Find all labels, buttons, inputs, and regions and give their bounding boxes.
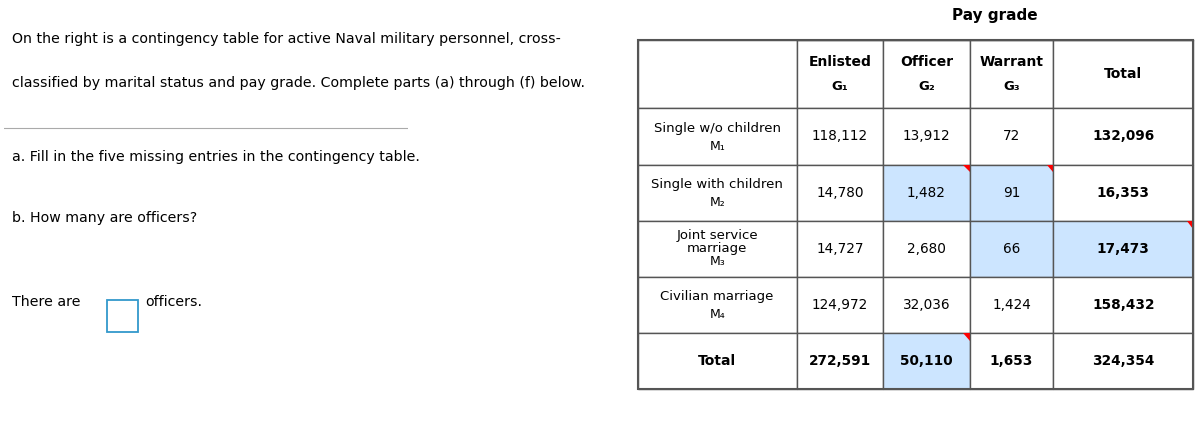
Bar [883, 108, 970, 164]
Text: Total: Total [1104, 68, 1142, 82]
Text: officers.: officers. [145, 295, 202, 309]
Bar [797, 164, 883, 221]
Text: G₁: G₁ [832, 80, 848, 93]
Text: 17,473: 17,473 [1097, 242, 1150, 256]
Text: 2,680: 2,680 [907, 242, 946, 256]
Bar [883, 40, 970, 108]
Text: M₄: M₄ [709, 308, 725, 321]
Text: 14,727: 14,727 [816, 242, 864, 256]
Text: G₃: G₃ [1003, 80, 1020, 93]
Text: marriage: marriage [686, 242, 748, 255]
Bar [970, 40, 1054, 108]
Bar [797, 221, 883, 277]
Text: 13,912: 13,912 [902, 129, 950, 143]
Bar [797, 277, 883, 333]
Bar [637, 277, 797, 333]
Bar [883, 164, 970, 221]
Text: 1,482: 1,482 [907, 185, 946, 200]
Text: 324,354: 324,354 [1092, 354, 1154, 368]
Bar [883, 333, 970, 389]
Text: 14,780: 14,780 [816, 185, 864, 200]
Bar [1054, 277, 1193, 333]
Text: 124,972: 124,972 [812, 298, 868, 312]
Bar [797, 40, 883, 108]
Polygon shape [1046, 164, 1054, 172]
Polygon shape [1187, 221, 1193, 228]
Text: G₂: G₂ [918, 80, 935, 93]
Text: Joint service: Joint service [677, 229, 758, 242]
Bar [637, 164, 797, 221]
Bar [1054, 221, 1193, 277]
Text: 91: 91 [1003, 185, 1020, 200]
Text: a. Fill in the five missing entries in the contingency table.: a. Fill in the five missing entries in t… [12, 150, 420, 164]
Text: Single w/o children: Single w/o children [654, 122, 781, 135]
Text: 16,353: 16,353 [1097, 185, 1150, 200]
Bar [883, 221, 970, 277]
Text: 66: 66 [1003, 242, 1020, 256]
Text: 1,653: 1,653 [990, 354, 1033, 368]
Text: M₂: M₂ [709, 196, 725, 209]
Bar [970, 333, 1054, 389]
Bar [797, 108, 883, 164]
Bar [637, 40, 1193, 389]
Text: 72: 72 [1003, 129, 1020, 143]
Text: Single with children: Single with children [652, 178, 784, 191]
Polygon shape [964, 164, 970, 172]
Bar [970, 164, 1054, 221]
Text: Officer: Officer [900, 55, 953, 69]
Bar [637, 221, 797, 277]
Text: M₃: M₃ [709, 255, 725, 268]
Text: Civilian marriage: Civilian marriage [660, 290, 774, 303]
Text: Total: Total [698, 354, 737, 368]
Text: M₁: M₁ [709, 140, 725, 153]
Bar [970, 221, 1054, 277]
Bar [1054, 108, 1193, 164]
Text: classified by marital status and pay grade. Complete parts (a) through (f) below: classified by marital status and pay gra… [12, 76, 586, 90]
Bar [883, 277, 970, 333]
Bar [797, 333, 883, 389]
FancyBboxPatch shape [107, 301, 138, 332]
Text: On the right is a contingency table for active Naval military personnel, cross-: On the right is a contingency table for … [12, 32, 562, 46]
Bar [637, 108, 797, 164]
Text: b. How many are officers?: b. How many are officers? [12, 211, 198, 225]
Bar [637, 333, 797, 389]
Text: 132,096: 132,096 [1092, 129, 1154, 143]
Text: Enlisted: Enlisted [809, 55, 871, 69]
Bar [1054, 333, 1193, 389]
Text: Pay grade: Pay grade [952, 8, 1038, 23]
Text: 272,591: 272,591 [809, 354, 871, 368]
Text: 118,112: 118,112 [812, 129, 868, 143]
Text: Warrant: Warrant [979, 55, 1044, 69]
Text: 1,424: 1,424 [992, 298, 1031, 312]
Text: 158,432: 158,432 [1092, 298, 1154, 312]
Polygon shape [964, 333, 970, 341]
Bar [637, 40, 797, 108]
Bar [970, 277, 1054, 333]
Text: 32,036: 32,036 [902, 298, 950, 312]
Text: 50,110: 50,110 [900, 354, 953, 368]
Bar [1054, 40, 1193, 108]
Bar [970, 108, 1054, 164]
Text: There are: There are [12, 295, 80, 309]
Bar [1054, 164, 1193, 221]
